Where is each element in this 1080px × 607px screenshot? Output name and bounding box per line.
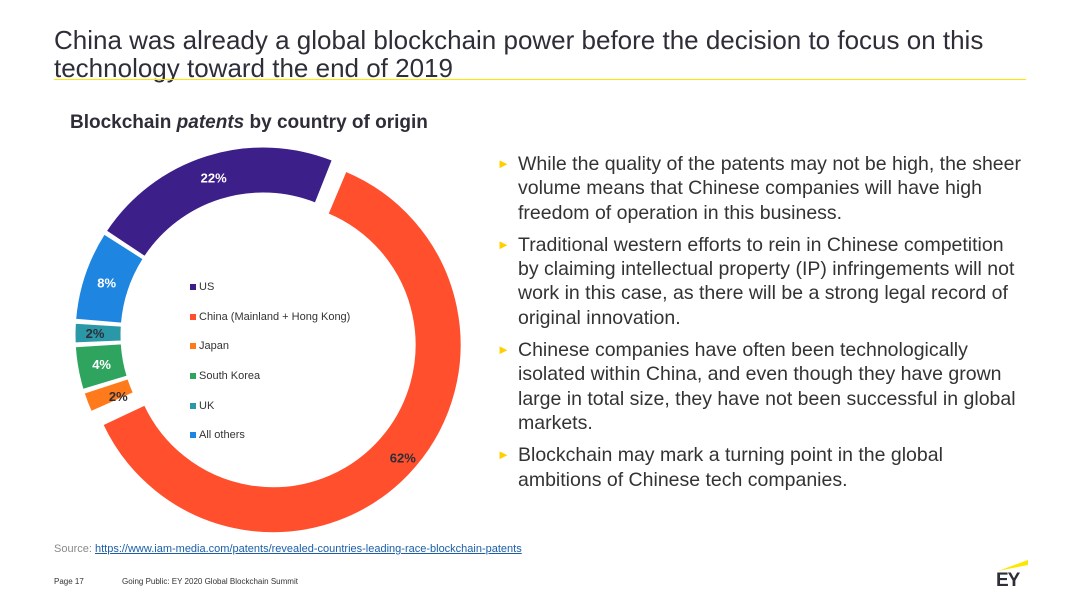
bullet-item: ► Chinese companies have often been techn…	[497, 338, 1027, 435]
donut-slice-china	[102, 170, 462, 534]
ey-logo-text: EY	[996, 570, 1020, 591]
legend-item-japan: Japan	[190, 331, 350, 361]
legend-label: Japan	[199, 340, 229, 353]
legend-label: China (Mainland + Hong Kong)	[199, 310, 351, 323]
legend-swatch	[190, 402, 196, 409]
chart-title-part2: by country of origin	[244, 112, 428, 133]
bullet-arrow-icon: ►	[497, 342, 510, 358]
bullet-item: ► Blockchain may mark a turning point in …	[497, 443, 1027, 492]
bullet-item: ► While the quality of the patents may no…	[497, 152, 1027, 225]
legend-swatch	[190, 432, 196, 439]
bullet-item: ► Traditional western efforts to rein in …	[497, 233, 1027, 330]
legend-item-us: US	[190, 272, 350, 302]
bullet-arrow-icon: ►	[497, 236, 510, 252]
data-label-uk: 2%	[86, 326, 105, 341]
bullet-arrow-icon: ►	[497, 447, 510, 463]
legend-item-all-others: All others	[190, 420, 350, 450]
source-note: Source: https://www.iam-media.com/patent…	[54, 543, 522, 555]
legend-swatch	[190, 343, 196, 350]
chart-title-emphasis: patents	[176, 112, 245, 133]
donut-labels: 22% 62% 2% 4% 2% 8%	[86, 171, 417, 466]
legend-label: US	[199, 280, 215, 293]
legend-label: UK	[199, 399, 215, 412]
legend-swatch	[190, 313, 196, 320]
ey-logo-beam	[998, 560, 1028, 571]
legend-swatch	[190, 283, 196, 290]
source-link[interactable]: https://www.iam-media.com/patents/reveal…	[94, 543, 522, 555]
donut-slice-all-others	[75, 233, 144, 324]
data-label-japan: 2%	[109, 389, 128, 404]
source-label: Source:	[54, 543, 95, 555]
bullet-arrow-icon: ►	[497, 156, 510, 171]
bullet-text: While the quality of the patents may not…	[518, 153, 1021, 224]
chart-legend: US China (Mainland + Hong Kong) Japan South…	[190, 272, 350, 450]
donut-slice-us	[105, 146, 333, 258]
bullet-text: Blockchain may mark a turning point in t…	[518, 444, 943, 491]
chart-title-part1: Blockchain	[70, 112, 177, 133]
bullet-text: Chinese companies have often been techno…	[518, 339, 1016, 434]
ey-logo: EY	[994, 560, 1028, 592]
data-label-us: 22%	[201, 171, 227, 186]
slide-title: China was already a global blockchain po…	[54, 25, 984, 83]
title-divider	[54, 79, 1026, 80]
legend-swatch	[190, 372, 196, 379]
bullet-list: ► While the quality of the patents may no…	[497, 152, 1027, 500]
donut-slice-japan	[83, 378, 134, 413]
bullet-text: Traditional western efforts to rein in C…	[518, 233, 1015, 329]
data-label-south-korea: 4%	[92, 357, 111, 372]
legend-label: All others	[199, 429, 245, 442]
legend-item-china: China (Mainland + Hong Kong)	[190, 302, 350, 332]
chart-title: Blockchain patents by country of origin	[70, 112, 428, 134]
legend-item-south-korea: South Korea	[190, 361, 350, 391]
donut-slice-south-korea	[74, 343, 128, 390]
legend-label: South Korea	[199, 369, 261, 382]
donut-slices	[74, 146, 462, 534]
page-number: Page 17	[54, 577, 84, 586]
data-label-china: 62%	[390, 451, 416, 466]
footer-event-name: Going Public: EY 2020 Global Blockchain …	[122, 577, 298, 586]
data-label-all-others: 8%	[97, 275, 116, 290]
legend-item-uk: UK	[190, 391, 350, 421]
donut-slice-uk	[74, 322, 122, 344]
